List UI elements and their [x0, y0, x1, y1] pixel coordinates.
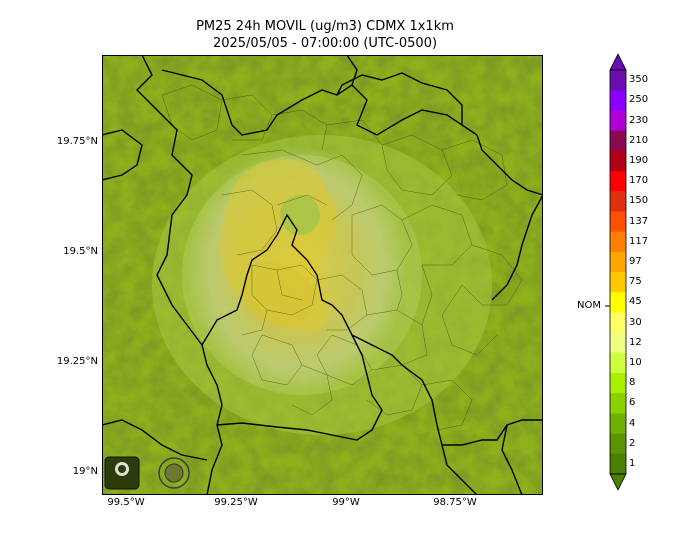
colorbar-label: 190 [629, 154, 649, 166]
colorbar-segment [610, 90, 626, 111]
plume-core-south [242, 261, 318, 328]
colorbar-label: 117 [629, 235, 649, 247]
colorbar-segment [610, 373, 626, 394]
colorbar-label: 75 [629, 276, 642, 288]
colorbar-segment [610, 332, 626, 354]
lat-label: 19.75°N [56, 136, 98, 147]
colorbar-segment [610, 272, 626, 293]
colorbar-border [609, 69, 627, 475]
colorbar-label: 97 [629, 255, 642, 267]
map-timestamp: 2025/05/05 - 07:00:00 (UTC-0500) [212, 36, 438, 51]
colorbar-segment [610, 393, 626, 414]
colorbar-label: 45 [629, 296, 642, 308]
lon-label: 99°W [332, 497, 360, 508]
lon-label: 99.5°W [107, 497, 145, 508]
colorbar-segment [610, 413, 626, 434]
colorbar-segment [610, 312, 626, 333]
colorbar-label: 210 [629, 134, 649, 146]
state-boundaries [102, 55, 543, 495]
colorbar-segment [610, 70, 626, 91]
colorbar-segment [610, 433, 626, 455]
colorbar-segment [610, 211, 626, 232]
colorbar-segment [610, 453, 626, 475]
colorbar-label: 2 [629, 437, 636, 449]
colorbar-label: 30 [629, 316, 642, 328]
colorbar-segment [610, 191, 626, 212]
colorbar-label: 350 [629, 74, 649, 86]
map-frame [102, 55, 543, 495]
colorbar-segment [610, 231, 626, 253]
map-title: PM25 24h MOVIL (ug/m3) CDMX 1x1km [196, 19, 454, 34]
colorbar-label: 137 [629, 215, 649, 227]
colorbar-min-arrow [609, 473, 627, 491]
colorbar-segment [610, 110, 626, 131]
lat-label: 19.25°N [56, 356, 98, 367]
colorbar-label: 1 [629, 457, 636, 469]
colorbar-label: 10 [629, 356, 642, 368]
cdmx-logo [158, 457, 190, 489]
sedema-logo [104, 456, 140, 490]
colorbar-label: 230 [629, 114, 649, 126]
colorbar-label: 150 [629, 195, 649, 207]
colorbar-segment [610, 150, 626, 172]
colorbar [605, 53, 627, 491]
map-area [102, 55, 543, 495]
colorbar-max-arrow [609, 53, 627, 71]
colorbar-segment [610, 251, 626, 273]
municipal-boundaries [161, 84, 523, 431]
lat-label: 19.5°N [63, 246, 98, 257]
colorbar-label: 6 [629, 397, 636, 409]
colorbar-segment [610, 352, 626, 374]
colorbar-label: 8 [629, 377, 636, 389]
colorbar-label: 4 [629, 417, 636, 429]
colorbar-label: 170 [629, 175, 649, 187]
lon-label: 98.75°W [433, 497, 477, 508]
lon-label: 99.25°W [214, 497, 258, 508]
colorbar-segment [610, 171, 626, 192]
lat-label: 19°N [72, 466, 98, 477]
colorbar-label: 12 [629, 336, 642, 348]
nom-label: NOM [577, 300, 601, 311]
colorbar-label: 250 [629, 94, 649, 106]
colorbar-segment [610, 292, 626, 313]
colorbar-segment [610, 130, 626, 152]
sierra-green [280, 195, 320, 235]
